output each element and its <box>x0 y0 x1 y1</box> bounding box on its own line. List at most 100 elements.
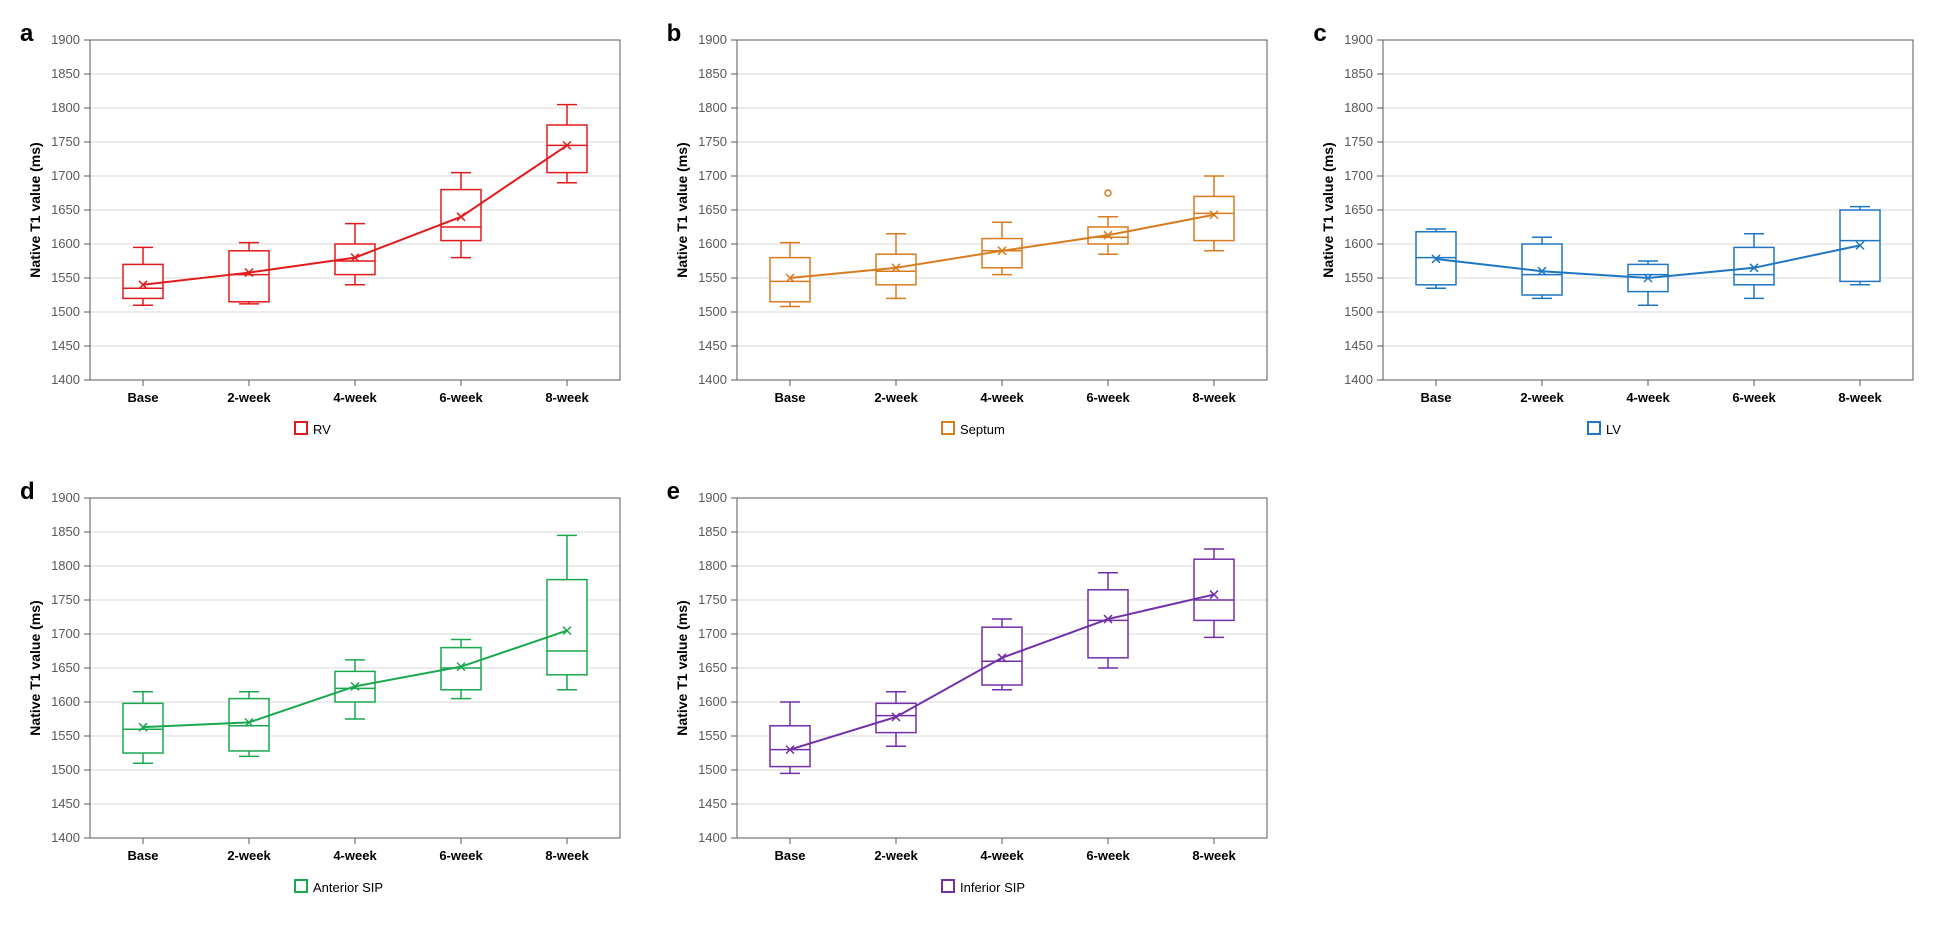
panel-b: b 1400 1450 1500 1550 1600 1650 1700 1750 1800 185… <box>667 20 1294 458</box>
svg-text:1750: 1750 <box>698 134 727 149</box>
svg-text:8-week: 8-week <box>545 390 589 405</box>
svg-text:1700: 1700 <box>51 626 80 641</box>
panel-label-b: b <box>667 20 682 48</box>
svg-text:4-week: 4-week <box>980 848 1024 863</box>
svg-text:1500: 1500 <box>1344 304 1373 319</box>
chart-svg-a: 1400 1450 1500 1550 1600 1650 1700 1750 1800 1850… <box>20 20 640 450</box>
svg-text:4-week: 4-week <box>1627 390 1671 405</box>
svg-text:Base: Base <box>127 848 158 863</box>
svg-text:4-week: 4-week <box>333 848 377 863</box>
svg-text:6-week: 6-week <box>439 390 483 405</box>
svg-text:1700: 1700 <box>1344 168 1373 183</box>
svg-text:1500: 1500 <box>698 304 727 319</box>
svg-text:8-week: 8-week <box>545 848 589 863</box>
svg-text:Base: Base <box>774 848 805 863</box>
svg-text:1750: 1750 <box>698 592 727 607</box>
svg-text:Base: Base <box>127 390 158 405</box>
svg-text:6-week: 6-week <box>1086 848 1130 863</box>
svg-text:1850: 1850 <box>698 66 727 81</box>
svg-text:Native T1 value (ms): Native T1 value (ms) <box>674 600 690 735</box>
svg-text:Base: Base <box>1421 390 1452 405</box>
svg-text:1650: 1650 <box>51 202 80 217</box>
svg-text:1900: 1900 <box>698 32 727 47</box>
svg-text:4-week: 4-week <box>980 390 1024 405</box>
svg-text:1550: 1550 <box>51 270 80 285</box>
panel-label-c: c <box>1313 20 1326 48</box>
svg-text:1850: 1850 <box>51 524 80 539</box>
svg-text:8-week: 8-week <box>1192 848 1236 863</box>
svg-text:Septum: Septum <box>960 422 1005 437</box>
panel-label-a: a <box>20 20 33 48</box>
panel-a: a 1400 1450 1500 1550 1600 1650 1700 1750 1800 185… <box>20 20 647 458</box>
svg-text:1900: 1900 <box>51 32 80 47</box>
svg-text:1400: 1400 <box>698 830 727 845</box>
svg-text:1550: 1550 <box>51 728 80 743</box>
svg-text:1550: 1550 <box>698 270 727 285</box>
svg-text:1550: 1550 <box>1344 270 1373 285</box>
svg-text:LV: LV <box>1606 422 1621 437</box>
panel-label-e: e <box>667 478 680 506</box>
svg-text:6-week: 6-week <box>1086 390 1130 405</box>
chart-svg-c: 1400145015001550160016501700175018001850… <box>1313 20 1933 450</box>
chart-svg-e: 1400145015001550160016501700175018001850… <box>667 478 1287 908</box>
svg-text:4-week: 4-week <box>333 390 377 405</box>
svg-text:1450: 1450 <box>1344 338 1373 353</box>
chart-svg-b: 1400 1450 1500 1550 1600 1650 1700 1750 1800 1850… <box>667 20 1287 450</box>
svg-text:Native T1 value (ms): Native T1 value (ms) <box>27 600 43 735</box>
svg-text:1900: 1900 <box>1344 32 1373 47</box>
svg-text:1750: 1750 <box>51 592 80 607</box>
svg-text:6-week: 6-week <box>1733 390 1777 405</box>
svg-text:1650: 1650 <box>51 660 80 675</box>
svg-text:1600: 1600 <box>51 694 80 709</box>
svg-text:1800: 1800 <box>51 558 80 573</box>
svg-text:2-week: 2-week <box>227 848 271 863</box>
svg-text:1800: 1800 <box>51 100 80 115</box>
svg-text:Native T1 value (ms): Native T1 value (ms) <box>1320 142 1336 277</box>
svg-text:1400: 1400 <box>698 372 727 387</box>
panel-label-d: d <box>20 478 35 506</box>
svg-text:1400: 1400 <box>51 372 80 387</box>
svg-text:1650: 1650 <box>1344 202 1373 217</box>
svg-text:Inferior SIP: Inferior SIP <box>960 880 1025 895</box>
svg-text:1500: 1500 <box>698 762 727 777</box>
svg-text:Native T1 value (ms): Native T1 value (ms) <box>674 142 690 277</box>
panel-e: e140014501500155016001650170017501800185… <box>667 478 1294 916</box>
svg-text:1850: 1850 <box>1344 66 1373 81</box>
svg-text:1750: 1750 <box>51 134 80 149</box>
svg-text:1900: 1900 <box>698 490 727 505</box>
panel-c: c140014501500155016001650170017501800185… <box>1313 20 1940 458</box>
chart-svg-d: 1400 1450 1500 1550 1600 1650 1700 1750 1800 1850… <box>20 478 640 908</box>
svg-text:8-week: 8-week <box>1192 390 1236 405</box>
svg-text:1600: 1600 <box>698 236 727 251</box>
svg-text:2-week: 2-week <box>1521 390 1565 405</box>
svg-text:1800: 1800 <box>698 100 727 115</box>
svg-text:2-week: 2-week <box>874 390 918 405</box>
svg-text:1450: 1450 <box>51 796 80 811</box>
svg-text:RV: RV <box>313 422 331 437</box>
svg-text:1650: 1650 <box>698 660 727 675</box>
svg-text:2-week: 2-week <box>227 390 271 405</box>
svg-text:1600: 1600 <box>51 236 80 251</box>
svg-text:1700: 1700 <box>51 168 80 183</box>
svg-text:1650: 1650 <box>698 202 727 217</box>
panel-d: d 1400 1450 1500 1550 1600 1650 1700 1750 1800 185… <box>20 478 647 916</box>
svg-text:1900: 1900 <box>51 490 80 505</box>
svg-text:1700: 1700 <box>698 168 727 183</box>
svg-text:1450: 1450 <box>51 338 80 353</box>
svg-text:1850: 1850 <box>51 66 80 81</box>
svg-text:1550: 1550 <box>698 728 727 743</box>
svg-text:1800: 1800 <box>698 558 727 573</box>
svg-text:1500: 1500 <box>51 762 80 777</box>
svg-text:2-week: 2-week <box>874 848 918 863</box>
svg-text:1500: 1500 <box>51 304 80 319</box>
svg-text:6-week: 6-week <box>439 848 483 863</box>
svg-text:Anterior SIP: Anterior SIP <box>313 880 383 895</box>
svg-text:1850: 1850 <box>698 524 727 539</box>
svg-text:Base: Base <box>774 390 805 405</box>
svg-text:1600: 1600 <box>1344 236 1373 251</box>
svg-text:1750: 1750 <box>1344 134 1373 149</box>
svg-text:1800: 1800 <box>1344 100 1373 115</box>
chart-grid: a 1400 1450 1500 1550 1600 1650 1700 1750 1800 185… <box>20 20 1940 916</box>
svg-text:1450: 1450 <box>698 338 727 353</box>
svg-text:1400: 1400 <box>51 830 80 845</box>
